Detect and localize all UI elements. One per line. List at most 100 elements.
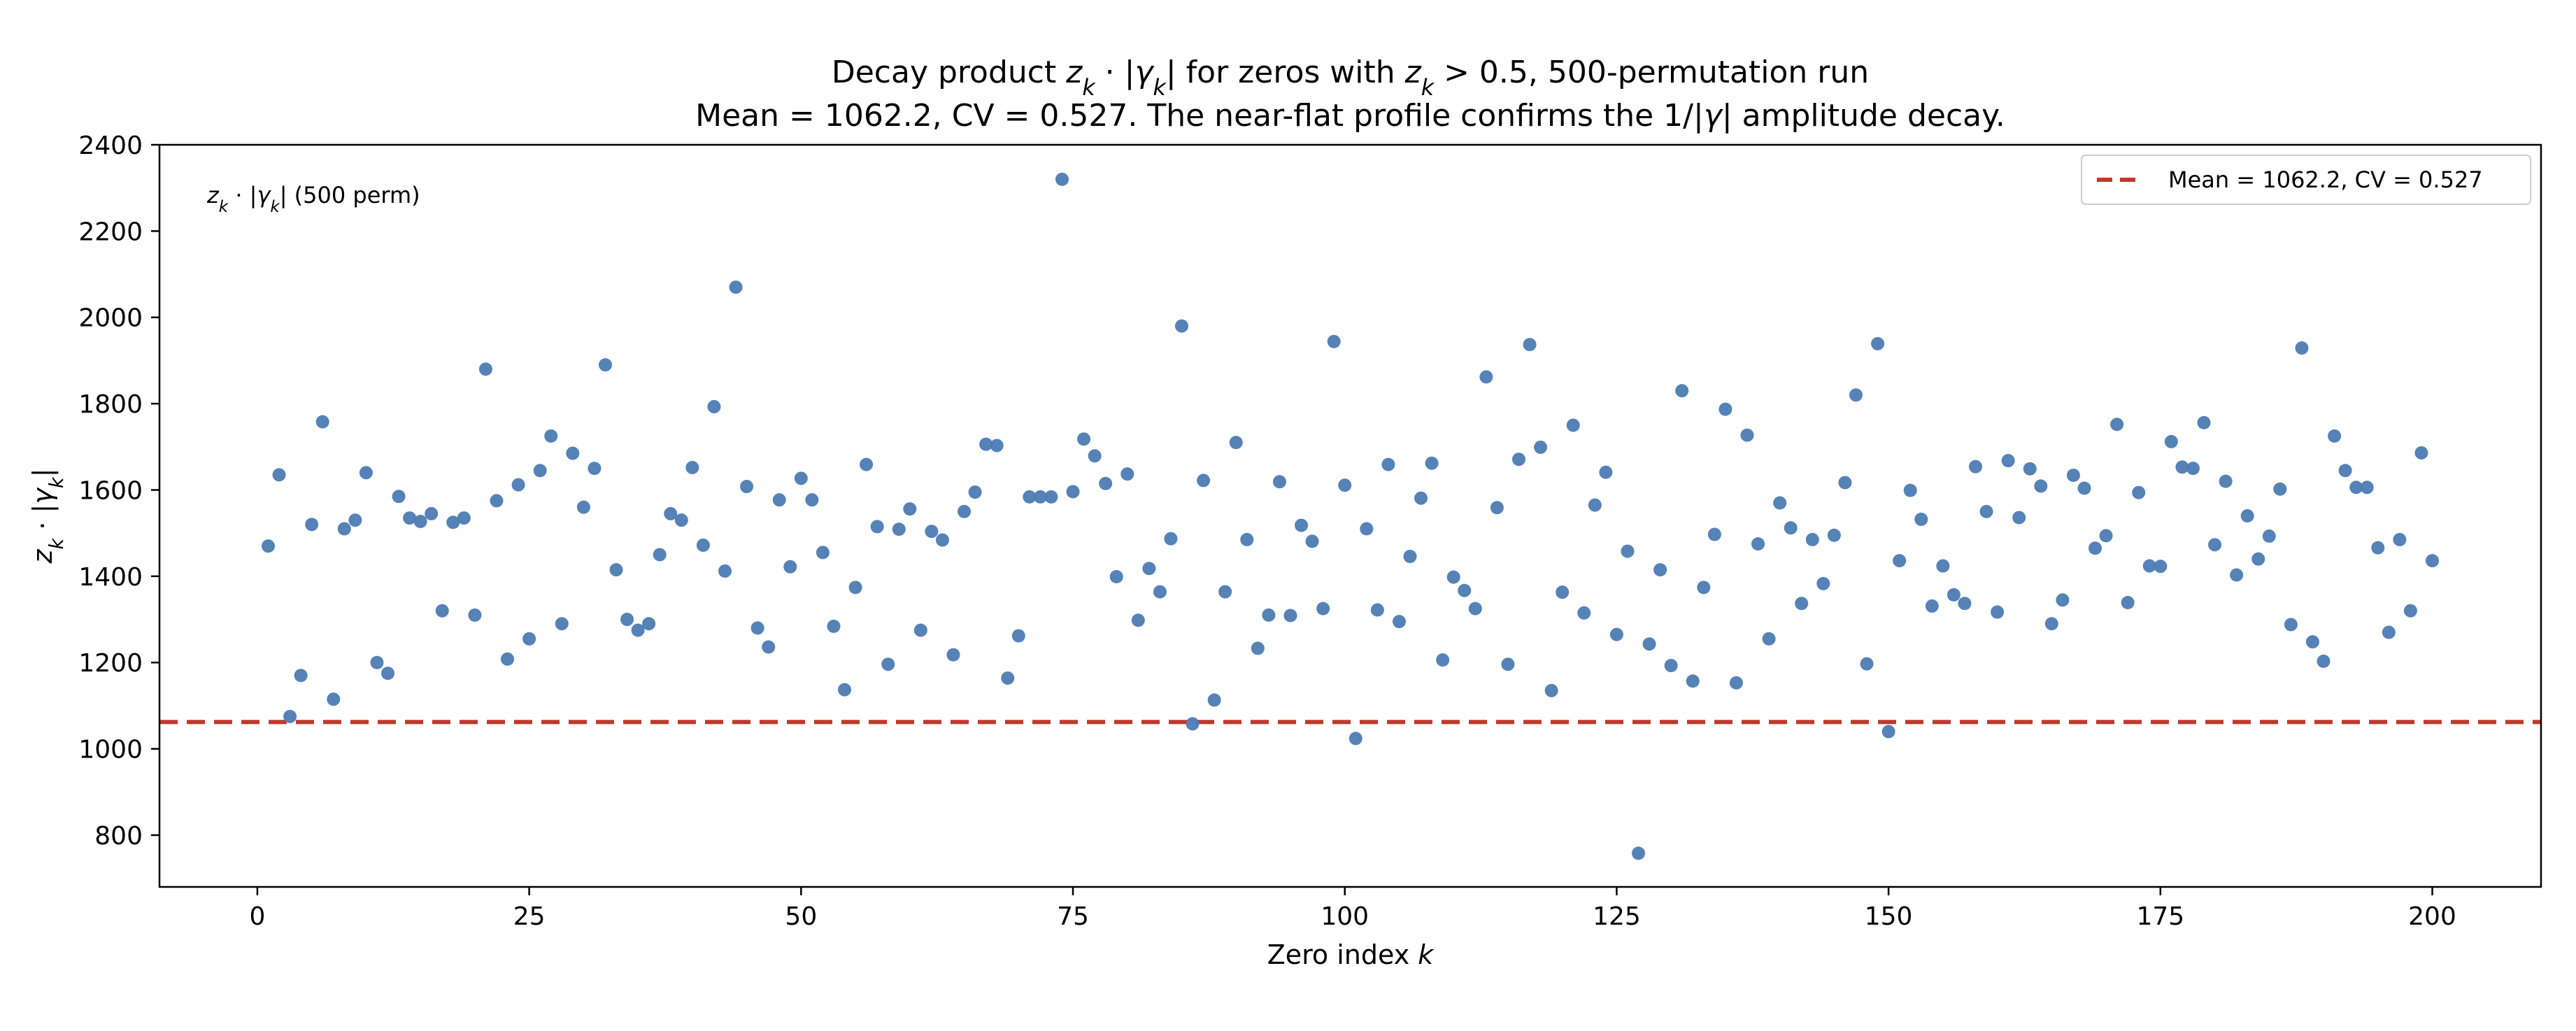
data-point bbox=[2099, 529, 2113, 543]
data-point bbox=[1979, 504, 1993, 518]
data-point bbox=[913, 623, 927, 637]
data-point bbox=[511, 478, 525, 492]
data-point bbox=[588, 462, 602, 476]
data-point bbox=[327, 692, 341, 706]
data-point bbox=[2001, 454, 2015, 468]
data-point bbox=[1969, 460, 1983, 474]
data-point bbox=[2317, 654, 2331, 668]
data-point bbox=[1186, 717, 1200, 731]
data-point bbox=[1664, 659, 1678, 673]
data-point bbox=[1501, 657, 1515, 671]
data-point bbox=[1827, 528, 1841, 542]
data-point bbox=[272, 468, 286, 482]
y-axis-ticks: 800 1000 1200 1400 1600 1800 2000 2200 2400 bbox=[78, 131, 159, 851]
data-point bbox=[762, 640, 776, 654]
data-point bbox=[1338, 478, 1352, 492]
data-point bbox=[2208, 538, 2222, 552]
data-point bbox=[1784, 521, 1798, 535]
data-point bbox=[2034, 479, 2048, 493]
data-point bbox=[750, 621, 764, 635]
data-point bbox=[827, 619, 841, 633]
data-point bbox=[1686, 674, 1700, 688]
data-point bbox=[674, 513, 688, 527]
data-point bbox=[1556, 585, 1570, 599]
data-point bbox=[1295, 518, 1309, 532]
data-point bbox=[2426, 554, 2440, 568]
data-point bbox=[2273, 482, 2287, 496]
data-point bbox=[1653, 563, 1667, 577]
data-point bbox=[2262, 529, 2276, 543]
data-point bbox=[457, 511, 471, 525]
data-point bbox=[413, 515, 427, 529]
data-point bbox=[685, 460, 699, 474]
data-point bbox=[1099, 476, 1113, 490]
data-point bbox=[1925, 599, 1939, 613]
data-point bbox=[1947, 588, 1961, 602]
data-point bbox=[2197, 415, 2211, 429]
data-point bbox=[1262, 608, 1276, 622]
data-point bbox=[1425, 456, 1439, 470]
data-point bbox=[305, 518, 319, 532]
data-point bbox=[2403, 604, 2417, 618]
data-point bbox=[2132, 485, 2146, 499]
x-tick-label: 150 bbox=[1865, 902, 1913, 931]
x-tick-label: 100 bbox=[1321, 902, 1369, 931]
data-point bbox=[1729, 676, 1743, 690]
data-point bbox=[1534, 440, 1548, 454]
data-point bbox=[1838, 476, 1852, 490]
x-axis-label: Zero index k bbox=[1267, 939, 1435, 970]
data-point bbox=[468, 608, 482, 622]
data-point bbox=[294, 669, 308, 683]
data-point bbox=[522, 632, 536, 646]
data-point bbox=[1283, 609, 1297, 623]
data-point bbox=[2393, 532, 2407, 546]
data-point bbox=[598, 358, 612, 372]
data-point bbox=[1468, 602, 1482, 616]
x-tick-label: 75 bbox=[1057, 902, 1089, 931]
data-point bbox=[2338, 464, 2352, 478]
data-point bbox=[315, 415, 329, 429]
y-tick-label: 800 bbox=[94, 822, 143, 851]
data-point bbox=[2110, 418, 2124, 432]
data-point bbox=[1675, 384, 1689, 398]
data-point bbox=[2056, 593, 2070, 607]
y-tick-label: 1000 bbox=[78, 736, 143, 765]
x-axis-label-text: Zero index k bbox=[1267, 939, 1435, 970]
data-point bbox=[1392, 615, 1406, 629]
legend-label: Mean = 1062.2, CV = 0.527 bbox=[2168, 166, 2483, 193]
data-point bbox=[1240, 532, 1254, 546]
x-tick-label: 25 bbox=[513, 902, 546, 931]
data-point bbox=[1207, 693, 1221, 707]
data-point bbox=[1740, 428, 1754, 442]
data-point bbox=[990, 439, 1004, 453]
data-point bbox=[2371, 541, 2385, 555]
data-point bbox=[1360, 522, 1374, 536]
data-point bbox=[1609, 627, 1623, 641]
data-point bbox=[2186, 462, 2200, 476]
data-point bbox=[881, 657, 895, 671]
data-point bbox=[838, 683, 852, 697]
data-point bbox=[337, 522, 351, 536]
data-point bbox=[1381, 457, 1395, 471]
data-point bbox=[1914, 512, 1928, 526]
data-point bbox=[1621, 544, 1635, 558]
data-point bbox=[381, 667, 395, 681]
data-point bbox=[1197, 474, 1211, 488]
data-point bbox=[2414, 446, 2428, 460]
data-point bbox=[664, 506, 678, 520]
data-point bbox=[2328, 429, 2342, 443]
data-point bbox=[1523, 338, 1537, 352]
series-annotation-text: zk · |γk| (500 perm) bbox=[206, 182, 420, 216]
data-point bbox=[2382, 625, 2396, 639]
data-point bbox=[1055, 172, 1069, 186]
chart-title-line: Mean = 1062.2, CV = 0.527. The near-flat… bbox=[695, 98, 2005, 134]
data-point bbox=[1871, 336, 1885, 350]
data-point bbox=[1903, 483, 1917, 497]
data-point bbox=[2088, 541, 2102, 555]
data-point bbox=[1577, 606, 1591, 620]
y-tick-label: 2400 bbox=[78, 131, 143, 160]
data-point bbox=[283, 709, 297, 723]
data-point bbox=[1490, 501, 1504, 515]
